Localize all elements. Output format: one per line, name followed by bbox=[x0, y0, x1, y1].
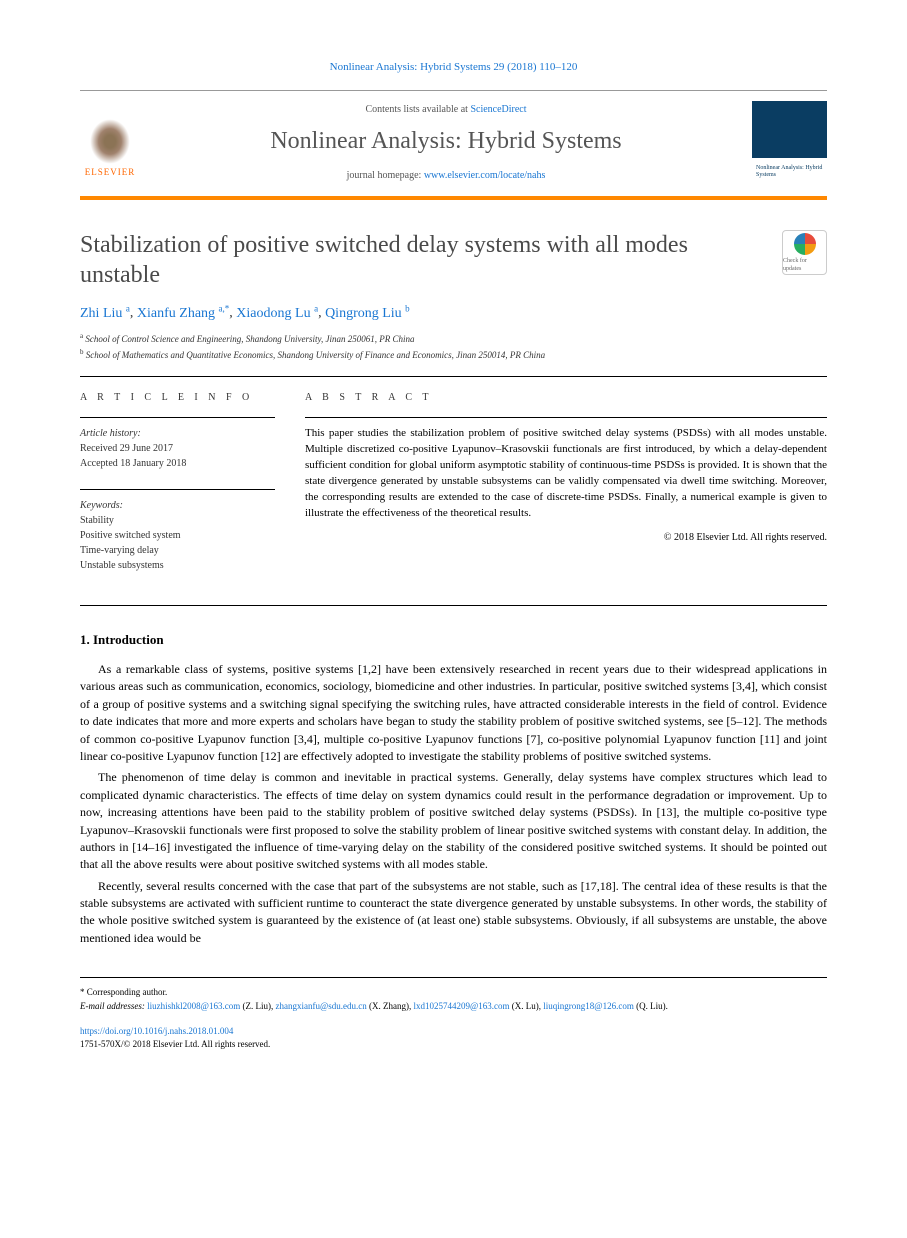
keyword: Positive switched system bbox=[80, 528, 275, 543]
article-title: Stabilization of positive switched delay… bbox=[80, 230, 767, 290]
journal-name: Nonlinear Analysis: Hybrid Systems bbox=[155, 125, 737, 159]
corresponding-note: * Corresponding author. bbox=[80, 986, 827, 1000]
doi-block: https://doi.org/10.1016/j.nahs.2018.01.0… bbox=[80, 1025, 827, 1050]
keyword: Time-varying delay bbox=[80, 543, 275, 558]
abstract-header: A B S T R A C T bbox=[305, 391, 827, 405]
issn-copyright: 1751-570X/© 2018 Elsevier Ltd. All right… bbox=[80, 1038, 827, 1051]
email-who: (X. Lu) bbox=[512, 1001, 539, 1011]
intro-para-3: Recently, several results concerned with… bbox=[80, 878, 827, 948]
keywords-label: Keywords: bbox=[80, 498, 275, 513]
keyword: Unstable subsystems bbox=[80, 558, 275, 573]
authors-list: Zhi Liu a, Xianfu Zhang a,*, Xiaodong Lu… bbox=[80, 302, 827, 323]
crossmark-icon bbox=[794, 233, 816, 255]
affiliation-b: b School of Mathematics and Quantitative… bbox=[80, 348, 827, 362]
email-link[interactable]: lxd1025744209@163.com bbox=[413, 1001, 509, 1011]
check-updates-badge[interactable]: Check for updates bbox=[782, 230, 827, 275]
cover-text: Nonlinear Analysis: Hybrid Systems bbox=[756, 165, 827, 178]
divider bbox=[80, 605, 827, 606]
author-4[interactable]: Qingrong Liu b bbox=[325, 306, 410, 321]
author-1[interactable]: Zhi Liu a bbox=[80, 306, 130, 321]
keyword: Stability bbox=[80, 513, 275, 528]
abstract-copyright: © 2018 Elsevier Ltd. All rights reserved… bbox=[305, 531, 827, 545]
sciencedirect-link[interactable]: ScienceDirect bbox=[470, 104, 526, 115]
email-label: E-mail addresses: bbox=[80, 1001, 145, 1011]
journal-homepage: journal homepage: www.elsevier.com/locat… bbox=[155, 169, 737, 183]
intro-para-1: As a remarkable class of systems, positi… bbox=[80, 661, 827, 765]
email-addresses: E-mail addresses: liuzhishkl2008@163.com… bbox=[80, 1000, 827, 1014]
divider bbox=[80, 376, 827, 377]
doi-link[interactable]: https://doi.org/10.1016/j.nahs.2018.01.0… bbox=[80, 1026, 233, 1036]
history-label: Article history: bbox=[80, 426, 275, 441]
article-info-header: A R T I C L E I N F O bbox=[80, 391, 275, 405]
homepage-link[interactable]: www.elsevier.com/locate/nahs bbox=[424, 170, 546, 181]
publisher-name: ELSEVIER bbox=[85, 166, 136, 179]
article-history: Article history: Received 29 June 2017 A… bbox=[80, 417, 275, 471]
check-updates-label: Check for updates bbox=[783, 257, 826, 274]
contents-available: Contents lists available at ScienceDirec… bbox=[155, 103, 737, 117]
introduction-header: 1. Introduction bbox=[80, 631, 827, 649]
email-who: (X. Zhang) bbox=[369, 1001, 409, 1011]
email-link[interactable]: zhangxianfu@sdu.edu.cn bbox=[275, 1001, 366, 1011]
author-2[interactable]: Xianfu Zhang a,* bbox=[137, 306, 229, 321]
elsevier-tree-icon bbox=[90, 119, 130, 164]
journal-cover-thumbnail: Nonlinear Analysis: Hybrid Systems bbox=[752, 101, 827, 196]
author-3[interactable]: Xiaodong Lu a bbox=[236, 306, 318, 321]
journal-header: ELSEVIER Contents lists available at Sci… bbox=[80, 90, 827, 200]
publisher-logo: ELSEVIER bbox=[80, 114, 140, 184]
email-link[interactable]: liuqingrong18@126.com bbox=[543, 1001, 634, 1011]
received-date: Received 29 June 2017 bbox=[80, 441, 275, 456]
email-who: (Z. Liu) bbox=[242, 1001, 271, 1011]
abstract-text: This paper studies the stabilization pro… bbox=[305, 417, 827, 522]
affiliation-a: a School of Control Science and Engineer… bbox=[80, 332, 827, 346]
email-who: (Q. Liu) bbox=[636, 1001, 666, 1011]
top-citation: Nonlinear Analysis: Hybrid Systems 29 (2… bbox=[80, 60, 827, 75]
footnotes: * Corresponding author. E-mail addresses… bbox=[80, 977, 827, 1050]
accepted-date: Accepted 18 January 2018 bbox=[80, 456, 275, 471]
homepage-prefix: journal homepage: bbox=[347, 170, 424, 181]
keywords-block: Keywords: Stability Positive switched sy… bbox=[80, 489, 275, 573]
intro-para-2: The phenomenon of time delay is common a… bbox=[80, 769, 827, 873]
email-link[interactable]: liuzhishkl2008@163.com bbox=[147, 1001, 240, 1011]
contents-prefix: Contents lists available at bbox=[365, 104, 470, 115]
